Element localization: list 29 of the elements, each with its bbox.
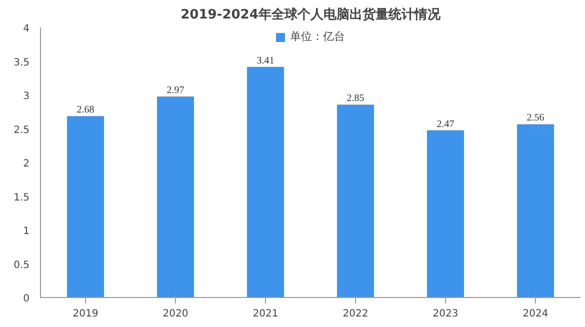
y-tick-label: 3 <box>23 91 30 102</box>
x-tick-label: 2019 <box>72 308 98 320</box>
data-label: 2.68 <box>76 104 94 116</box>
data-label: 2.47 <box>436 118 454 130</box>
bar <box>427 130 464 298</box>
y-tick-label: 2 <box>23 158 30 170</box>
x-tick-label: 2021 <box>252 308 278 320</box>
x-tick-label: 2023 <box>432 308 458 320</box>
bar <box>337 104 374 298</box>
y-tick-label: 4 <box>23 24 30 34</box>
y-tick-label: 2.5 <box>14 124 30 136</box>
legend-label: 单位：亿台 <box>290 29 345 44</box>
y-tick-label: 0.5 <box>14 260 30 271</box>
y-tick-label: 1 <box>23 226 30 237</box>
y-tick-label: 3.5 <box>14 57 30 68</box>
x-tick-label: 2022 <box>342 308 368 320</box>
x-tick-label: 2020 <box>162 308 188 320</box>
y-tick-label: 0 <box>23 294 30 304</box>
bar <box>67 116 104 298</box>
bar <box>157 96 194 298</box>
y-tick-label: 1.5 <box>14 192 30 204</box>
x-tick-label: 2024 <box>522 308 548 320</box>
bar <box>247 66 284 298</box>
data-label: 3.41 <box>256 55 274 66</box>
data-label: 2.97 <box>166 85 184 96</box>
data-label: 2.56 <box>526 112 544 124</box>
chart-title: 2019-2024年全球个人电脑出货量统计情况 <box>180 6 442 22</box>
data-label: 2.85 <box>346 93 364 104</box>
bar <box>517 124 554 298</box>
